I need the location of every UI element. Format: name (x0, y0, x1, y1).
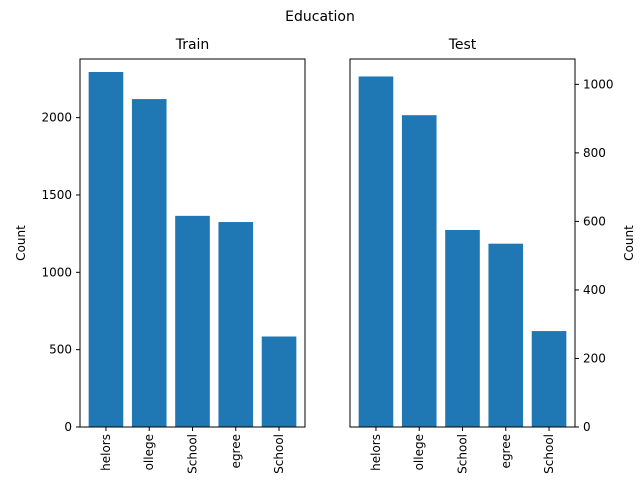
train-x-tick-label: School (272, 434, 286, 474)
train-bar (218, 222, 254, 427)
train-x-tick-label: School (186, 434, 200, 474)
train-x-tick-label: egree (229, 434, 243, 468)
test-bar (488, 243, 524, 427)
test-y-tick-label: 0 (583, 420, 591, 434)
test-frame (349, 58, 576, 428)
test-bar (445, 229, 480, 427)
train-x-ticks: helors ollege School egree School (99, 427, 286, 474)
train-x-tick-label: ollege (142, 434, 156, 470)
train-y-ticks: 0 500 1000 1500 2000 (41, 111, 80, 434)
test-title: Test (448, 37, 477, 53)
train-y-axis-label: Count (14, 225, 28, 261)
test-y-axis-label: Count (622, 225, 636, 261)
train-bars (88, 71, 297, 427)
test-bar (531, 331, 567, 427)
train-bar (175, 215, 210, 427)
train-y-tick-label: 0 (64, 420, 72, 434)
test-bars (358, 76, 567, 428)
train-bar (131, 99, 167, 427)
test-y-ticks: 0 200 400 600 800 1000 (575, 77, 614, 434)
test-x-ticks: helors ollege School egree School (369, 427, 556, 474)
train-bar (88, 71, 124, 427)
test-y-tick-label: 800 (583, 146, 606, 160)
test-x-tick-label: School (456, 434, 470, 474)
train-panel: Train 0 500 1000 1500 2000 helors ollege Schoo… (14, 37, 306, 474)
test-panel: Test 0 200 400 600 800 1000 helors ollege Schoo… (349, 37, 636, 474)
test-y-tick-label: 200 (583, 351, 606, 365)
test-y-tick-label: 400 (583, 283, 606, 297)
train-x-tick-label: helors (99, 434, 113, 471)
test-x-tick-label: School (542, 434, 556, 474)
train-frame (79, 58, 306, 428)
test-bar (358, 76, 394, 428)
train-bar (261, 336, 297, 427)
figure-title: Education (285, 9, 355, 25)
test-x-tick-label: helors (369, 434, 383, 471)
test-x-tick-label: ollege (412, 434, 426, 470)
train-y-tick-label: 1500 (41, 188, 72, 202)
train-y-tick-label: 2000 (41, 111, 72, 125)
train-y-tick-label: 500 (49, 343, 72, 357)
test-bar (401, 115, 437, 428)
train-y-tick-label: 1000 (41, 265, 72, 279)
train-title: Train (175, 37, 210, 53)
test-x-tick-label: egree (499, 434, 513, 468)
test-y-tick-label: 600 (583, 214, 606, 228)
test-y-tick-label: 1000 (583, 77, 614, 91)
